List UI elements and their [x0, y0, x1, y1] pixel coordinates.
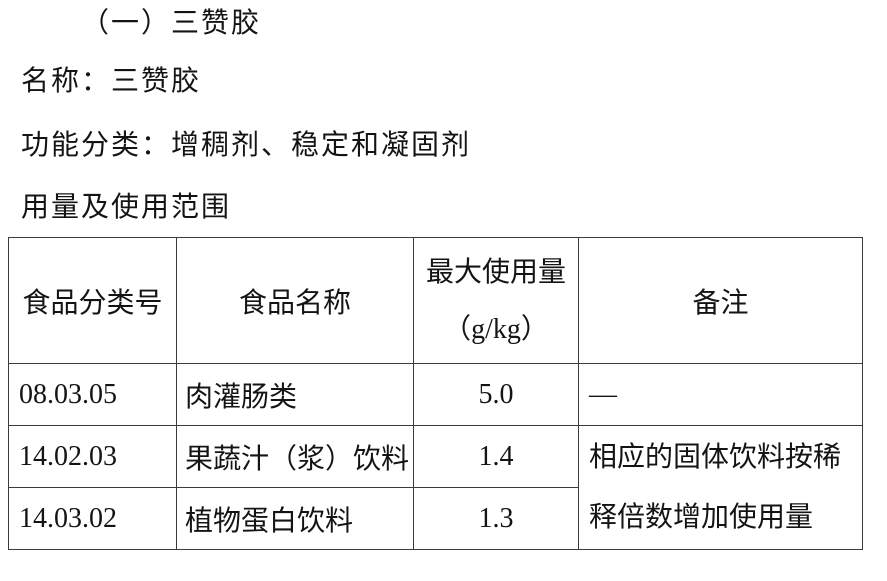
section-title: （一）三赞胶 — [81, 8, 262, 39]
food-category-code: 08.03.05 — [8, 363, 177, 426]
table-row: 08.03.05 肉灌肠类 5.0 — — [8, 363, 863, 426]
usage-scope-heading: 用量及使用范围 — [21, 192, 232, 223]
col-header-food-name: 食品名称 — [176, 237, 414, 364]
col-header-max-usage: 最大使用量 （g/kg） — [413, 237, 579, 364]
food-category-code: 14.03.02 — [8, 487, 177, 550]
max-usage-unit: （g/kg） — [443, 313, 549, 345]
table-header-row: 食品分类号 食品名称 最大使用量 （g/kg） 备注 — [8, 237, 863, 364]
table-row: 14.03.02 植物蛋白饮料 1.3 — [8, 487, 863, 550]
max-usage-value: 1.4 — [413, 425, 579, 488]
function-category-line: 功能分类：增稠剂、稳定和凝固剂 — [21, 130, 472, 161]
food-name: 肉灌肠类 — [176, 363, 414, 426]
document-page: （一）三赞胶 名称：三赞胶 功能分类：增稠剂、稳定和凝固剂 用量及使用范围 食品… — [8, 8, 863, 550]
food-category-code: 14.02.03 — [8, 425, 177, 488]
remark-value-merged: 相应的固体饮料按稀释倍数增加使用量 — [578, 425, 863, 550]
max-usage-value: 1.3 — [413, 487, 579, 550]
name-line: 名称：三赞胶 — [21, 66, 202, 97]
col-header-remark: 备注 — [578, 237, 863, 364]
max-usage-label: 最大使用量 — [425, 256, 566, 288]
table-row: 14.02.03 果蔬汁（浆）饮料 1.4 相应的固体饮料按稀释倍数增加使用量 — [8, 425, 863, 550]
food-name: 植物蛋白饮料 — [176, 487, 414, 550]
col-header-food-category-code: 食品分类号 — [8, 237, 177, 364]
food-name: 果蔬汁（浆）饮料 — [176, 425, 414, 488]
usage-table: 食品分类号 食品名称 最大使用量 （g/kg） 备注 08.03.05 肉灌肠类… — [8, 237, 863, 550]
max-usage-value: 5.0 — [413, 363, 579, 426]
remark-value: — — [578, 363, 863, 426]
